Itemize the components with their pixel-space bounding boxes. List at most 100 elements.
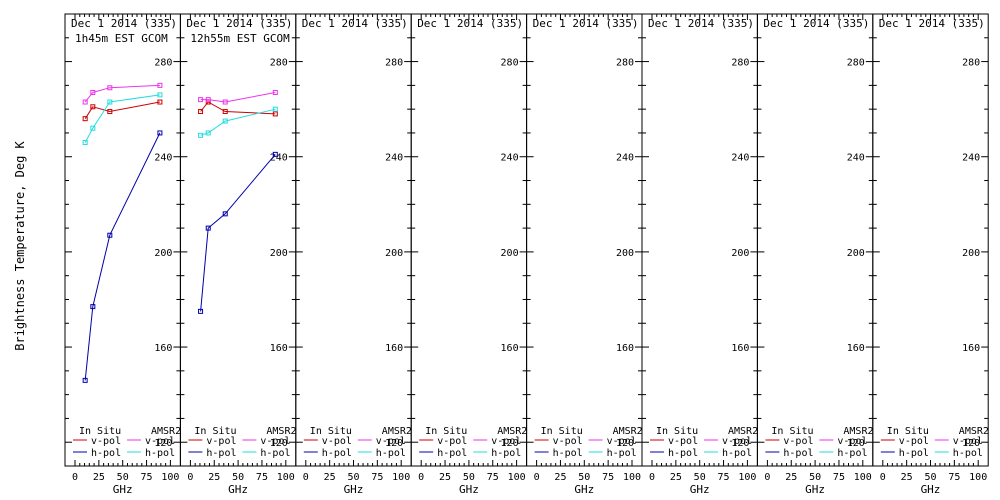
y-axis-label: Brightness Temperature, Deg K [13, 140, 27, 350]
panel-subtitle: 1h45m EST GCOM [75, 32, 168, 45]
legend-label-amsr2_v: v-pol [953, 436, 983, 447]
legend-label-amsr2_h: h-pol [953, 448, 983, 459]
x-tick-label: 100 [623, 472, 641, 483]
data-point-insitu_h [205, 225, 211, 231]
legend-in-situ-title: In Situ [310, 426, 352, 437]
x-tick-label: 100 [854, 472, 872, 483]
legend-label-amsr2_v: v-pol [607, 436, 637, 447]
y-tick-label: 200 [731, 248, 749, 259]
legend-label-insitu_v: v-pol [668, 436, 698, 447]
y-tick-label: 120 [270, 438, 288, 449]
x-tick-label: 0 [534, 472, 540, 483]
legend-label-insitu_h: h-pol [899, 448, 929, 459]
y-tick-label: 200 [154, 248, 172, 259]
y-tick-label: 200 [847, 248, 865, 259]
y-tick-label: 240 [501, 153, 519, 164]
x-tick-label: 0 [418, 472, 424, 483]
legend-label-insitu_h: h-pol [783, 448, 813, 459]
legend-label-insitu_v: v-pol [322, 436, 352, 447]
y-tick-label: 120 [501, 438, 519, 449]
y-tick-label: 160 [385, 343, 403, 354]
y-tick-label: 120 [847, 438, 865, 449]
y-tick-label: 280 [616, 58, 634, 69]
legend-label-insitu_v: v-pol [91, 436, 121, 447]
data-point-amsr2_v [90, 90, 96, 96]
panel-3: Dec 1 2014 (335) 120 160 200 240 280 0 25 50 75 10… [295, 13, 412, 496]
series-line-amsr2_v [84, 84, 160, 103]
legend-label-amsr2_h: h-pol [491, 448, 521, 459]
y-tick-label: 280 [270, 58, 288, 69]
data-point-amsr2_v [222, 99, 228, 105]
series-line-insitu_v [84, 101, 160, 119]
legend-in-situ-title: In Situ [656, 426, 698, 437]
data-point-amsr2_h [272, 106, 278, 112]
x-tick-label: 75 [371, 472, 383, 483]
data-point-insitu_v [82, 116, 88, 122]
legend-amsr2-title: AMSR2 [728, 426, 758, 437]
legend-label-amsr2_v: v-pol [376, 436, 406, 447]
legend-label-insitu_h: h-pol [91, 448, 121, 459]
legend-label-amsr2_h: h-pol [376, 448, 406, 459]
panel-2: Dec 1 2014 (335) 12h55m EST GCOM 120 160 200… [179, 13, 297, 496]
data-point-amsr2_h [82, 139, 88, 145]
x-axis-label: GHz [921, 483, 941, 496]
legend-label-amsr2_v: v-pol [145, 436, 175, 447]
panel-frame [641, 13, 758, 467]
legend-in-situ-title: In Situ [541, 426, 583, 437]
legend-in-situ-title: In Situ [194, 426, 236, 437]
legend-in-situ-title: In Situ [79, 426, 121, 437]
data-point-insitu_v [198, 109, 204, 115]
panel-8: Dec 1 2014 (335) 120 160 200 240 280 0 25 50 75 10… [872, 13, 989, 496]
x-tick-label: 25 [208, 472, 220, 483]
legend-label-insitu_v: v-pol [783, 436, 813, 447]
panel-6: Dec 1 2014 (335) 120 160 200 240 280 0 25 50 75 10… [641, 13, 758, 496]
x-tick-label: 50 [694, 472, 706, 483]
y-tick-label: 160 [270, 343, 288, 354]
y-tick-label: 200 [385, 248, 403, 259]
y-tick-label: 240 [847, 153, 865, 164]
y-tick-label: 160 [154, 343, 172, 354]
panels-group: Dec 1 2014 (335) 1h45m EST GCOM 120 160 200 2… [64, 13, 989, 496]
y-tick-label: 200 [616, 248, 634, 259]
legend-label-amsr2_v: v-pol [722, 436, 752, 447]
panel-subtitle: 12h55m EST GCOM [190, 32, 290, 45]
y-tick-label: 240 [154, 153, 172, 164]
legend-label-amsr2_h: h-pol [722, 448, 752, 459]
x-tick-label: 75 [718, 472, 730, 483]
y-tick-label: 280 [385, 58, 403, 69]
x-tick-label: 50 [809, 472, 821, 483]
legend-amsr2-title: AMSR2 [959, 426, 989, 437]
legend-amsr2-title: AMSR2 [613, 426, 643, 437]
legend-label-insitu_v: v-pol [553, 436, 583, 447]
data-point-amsr2_h [198, 132, 204, 138]
y-tick-label: 280 [962, 58, 980, 69]
x-tick-label: 75 [141, 472, 153, 483]
x-tick-label: 50 [463, 472, 475, 483]
x-tick-label: 100 [277, 472, 295, 483]
x-axis-label: GHz [113, 483, 133, 496]
legend-label-insitu_h: h-pol [553, 448, 583, 459]
data-point-amsr2_h [157, 92, 163, 98]
x-tick-label: 25 [93, 472, 105, 483]
data-point-insitu_h [82, 377, 88, 383]
series-line-insitu_h [84, 132, 161, 381]
x-tick-label: 0 [764, 472, 770, 483]
y-tick-label: 200 [501, 248, 519, 259]
x-axis-label: GHz [690, 483, 710, 496]
panel-4: Dec 1 2014 (335) 120 160 200 240 280 0 25 50 75 10… [410, 13, 527, 496]
panel-frame [526, 13, 643, 467]
x-tick-label: 75 [833, 472, 845, 483]
data-point-amsr2_h [205, 130, 211, 136]
y-tick-label: 200 [962, 248, 980, 259]
x-tick-label: 50 [578, 472, 590, 483]
data-point-insitu_v [272, 111, 278, 117]
legend-amsr2-title: AMSR2 [382, 426, 412, 437]
legend-label-insitu_h: h-pol [206, 448, 236, 459]
panel-frame [64, 13, 181, 467]
x-tick-label: 100 [161, 472, 179, 483]
data-point-insitu_h [157, 130, 163, 136]
x-tick-label: 100 [508, 472, 526, 483]
data-point-amsr2_v [107, 85, 113, 91]
y-tick-label: 160 [847, 343, 865, 354]
